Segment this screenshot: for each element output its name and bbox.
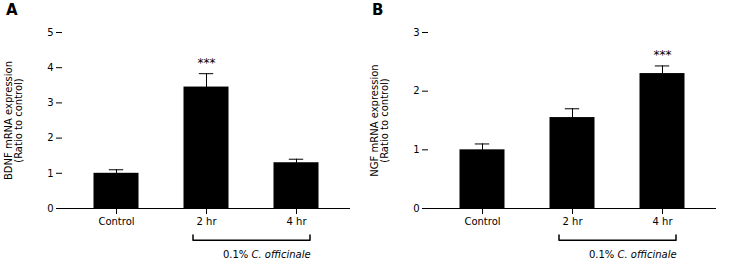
svg-text:1: 1 [413, 144, 419, 155]
svg-text:C. officinale: C. officinale [618, 249, 677, 260]
svg-text:0: 0 [47, 203, 53, 214]
svg-text:C. officinale: C. officinale [252, 249, 311, 260]
html-text:B: B [372, 1, 384, 19]
svg-text:4 hr: 4 hr [287, 216, 308, 227]
svg-text:3: 3 [413, 27, 419, 38]
svg-text:5: 5 [47, 27, 53, 38]
svg-text:2 hr: 2 hr [563, 216, 584, 227]
svg-text:0.1%: 0.1% [223, 249, 252, 260]
svg-text:***: *** [198, 56, 216, 70]
html-text:A: A [6, 1, 18, 19]
svg-text:BDNF mRNA expression(Ratio to: BDNF mRNA expression(Ratio to control) [3, 61, 24, 180]
svg-text:4: 4 [47, 62, 53, 73]
svg-text:Control: Control [98, 216, 134, 227]
svg-text:2: 2 [413, 85, 419, 96]
svg-text:2: 2 [47, 132, 53, 143]
svg-text:2 hr: 2 hr [197, 216, 218, 227]
svg-text:3: 3 [47, 97, 53, 108]
svg-text:1: 1 [47, 168, 53, 179]
svg-text:4 hr: 4 hr [653, 216, 674, 227]
svg-text:0.1%: 0.1% [589, 249, 618, 260]
svg-text:Control: Control [464, 216, 500, 227]
svg-text:***: *** [654, 48, 672, 62]
svg-text:NGF mRNA expression(Ratio to c: NGF mRNA expression(Ratio to control) [369, 64, 390, 176]
svg-text:0: 0 [413, 203, 419, 214]
